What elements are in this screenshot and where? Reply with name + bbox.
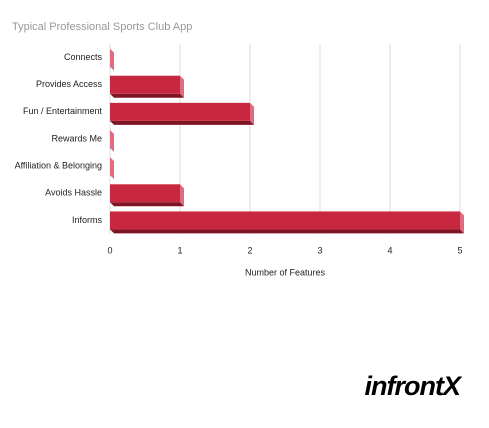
x-tick-label: 4	[387, 245, 392, 255]
logo: infrontX	[365, 371, 463, 401]
bar-shadow	[110, 202, 184, 207]
x-tick-label: 2	[247, 245, 252, 255]
bar	[110, 75, 180, 94]
bar	[110, 211, 460, 230]
y-tick-label: Affiliation & Belonging	[15, 161, 102, 171]
x-tick-label: 5	[457, 245, 462, 255]
bar-end	[460, 211, 464, 234]
y-tick-label: Avoids Hassle	[45, 188, 102, 198]
x-axis-label: Number of Features	[245, 267, 326, 277]
bar	[110, 102, 250, 121]
bar-shadow	[110, 229, 464, 234]
bar-end	[250, 102, 254, 125]
y-tick-label: Informs	[72, 215, 103, 225]
y-tick-label: Rewards Me	[51, 133, 102, 143]
bar-end	[180, 75, 184, 98]
y-tick-label: Fun / Entertainment	[23, 106, 103, 116]
bar-end	[180, 184, 184, 207]
bar-shadow	[110, 93, 184, 98]
x-tick-label: 1	[177, 245, 182, 255]
bar-end	[110, 130, 114, 152]
x-tick-label: 0	[107, 245, 112, 255]
bar-end	[110, 48, 114, 71]
y-tick-label: Connects	[64, 52, 103, 62]
bar-shadow	[110, 120, 254, 125]
chart-title: Typical Professional Sports Club App	[12, 21, 192, 33]
x-tick-label: 3	[317, 245, 322, 255]
bar	[110, 184, 180, 203]
bar-end	[110, 157, 114, 180]
y-tick-label: Provides Access	[36, 79, 103, 89]
